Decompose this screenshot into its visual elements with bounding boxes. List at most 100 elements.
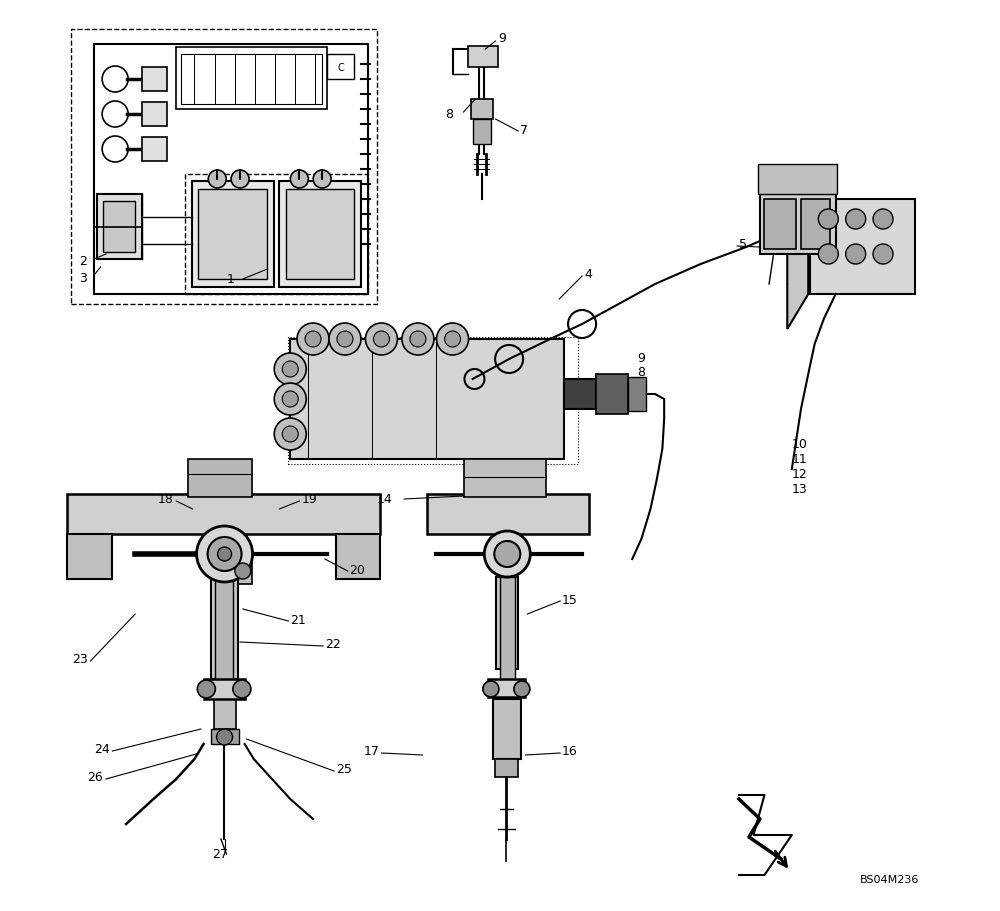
Bar [185, 175, 368, 294]
Text: 3: 3 [79, 271, 87, 284]
Text: 21: 21 [290, 613, 306, 626]
Bar [215, 579, 233, 700]
Circle shape [818, 210, 838, 230]
Text: 18: 18 [158, 493, 174, 506]
Circle shape [410, 332, 426, 348]
Bar [286, 189, 354, 280]
Text: 15: 15 [562, 593, 578, 606]
Bar [810, 200, 915, 294]
Circle shape [846, 245, 866, 265]
Text: 25: 25 [336, 763, 352, 775]
Text: 13: 13 [792, 483, 808, 496]
Circle shape [231, 170, 249, 189]
Bar [764, 200, 796, 250]
Circle shape [484, 531, 530, 578]
Bar [188, 459, 252, 497]
Bar [234, 555, 252, 584]
Circle shape [297, 323, 329, 355]
Text: 22: 22 [325, 638, 341, 650]
Circle shape [445, 332, 461, 348]
Text: 6: 6 [637, 393, 645, 406]
Circle shape [402, 323, 434, 355]
Circle shape [218, 548, 232, 561]
Circle shape [233, 681, 251, 698]
Bar [495, 759, 518, 777]
Circle shape [208, 170, 226, 189]
Text: 8: 8 [637, 365, 645, 378]
Circle shape [494, 541, 520, 568]
Text: 9: 9 [637, 351, 645, 364]
Bar [628, 377, 646, 412]
Bar [142, 103, 167, 127]
Bar [103, 201, 135, 252]
Text: 24: 24 [94, 742, 110, 755]
Text: 1: 1 [226, 273, 234, 286]
Text: 4: 4 [584, 268, 592, 281]
Bar [94, 45, 368, 294]
Circle shape [305, 332, 321, 348]
Circle shape [514, 681, 530, 697]
Text: 10: 10 [792, 438, 808, 451]
Circle shape [217, 729, 233, 745]
Bar [279, 182, 361, 288]
Circle shape [818, 245, 838, 265]
Bar [142, 138, 167, 162]
Bar [67, 495, 380, 535]
Text: 14: 14 [377, 493, 392, 506]
Bar [327, 55, 354, 80]
Text: 27: 27 [212, 847, 228, 861]
Circle shape [437, 323, 469, 355]
Circle shape [373, 332, 389, 348]
Circle shape [274, 384, 306, 415]
Bar [142, 68, 167, 92]
Circle shape [313, 170, 331, 189]
Circle shape [274, 353, 306, 385]
Text: 2: 2 [79, 255, 87, 268]
Circle shape [274, 418, 306, 451]
Bar [493, 700, 521, 759]
Bar [214, 700, 236, 729]
Bar [71, 30, 377, 304]
Bar [496, 578, 518, 670]
Circle shape [365, 323, 397, 355]
Circle shape [208, 537, 242, 571]
Bar [468, 47, 498, 68]
Text: C: C [337, 63, 344, 73]
Text: 7: 7 [637, 379, 645, 392]
Circle shape [873, 210, 893, 230]
Circle shape [846, 210, 866, 230]
Circle shape [282, 426, 298, 443]
Text: 26: 26 [88, 771, 103, 783]
Bar [181, 55, 322, 105]
Circle shape [235, 563, 251, 579]
Text: 20: 20 [350, 563, 365, 576]
Bar [211, 579, 238, 680]
Bar [176, 48, 327, 110]
Bar [288, 338, 578, 465]
Bar [336, 535, 380, 579]
Text: 11: 11 [792, 453, 808, 466]
Bar [596, 374, 628, 415]
Bar [67, 535, 112, 579]
Text: 8: 8 [445, 108, 453, 121]
Circle shape [282, 362, 298, 377]
Bar [464, 459, 546, 497]
Text: 7: 7 [520, 123, 528, 137]
Polygon shape [787, 200, 808, 330]
Circle shape [197, 527, 253, 582]
Text: 23: 23 [72, 653, 88, 666]
Text: 12: 12 [792, 468, 808, 481]
Bar [760, 195, 836, 255]
Text: 19: 19 [301, 493, 317, 506]
Circle shape [873, 245, 893, 265]
Text: 5: 5 [739, 239, 747, 251]
Bar [198, 189, 267, 280]
Bar [204, 680, 245, 700]
Bar [290, 340, 564, 459]
Circle shape [282, 392, 298, 407]
Circle shape [337, 332, 353, 348]
Text: BS04M236: BS04M236 [860, 874, 920, 884]
Bar [192, 182, 274, 288]
Bar [471, 100, 493, 120]
Bar [801, 200, 830, 250]
